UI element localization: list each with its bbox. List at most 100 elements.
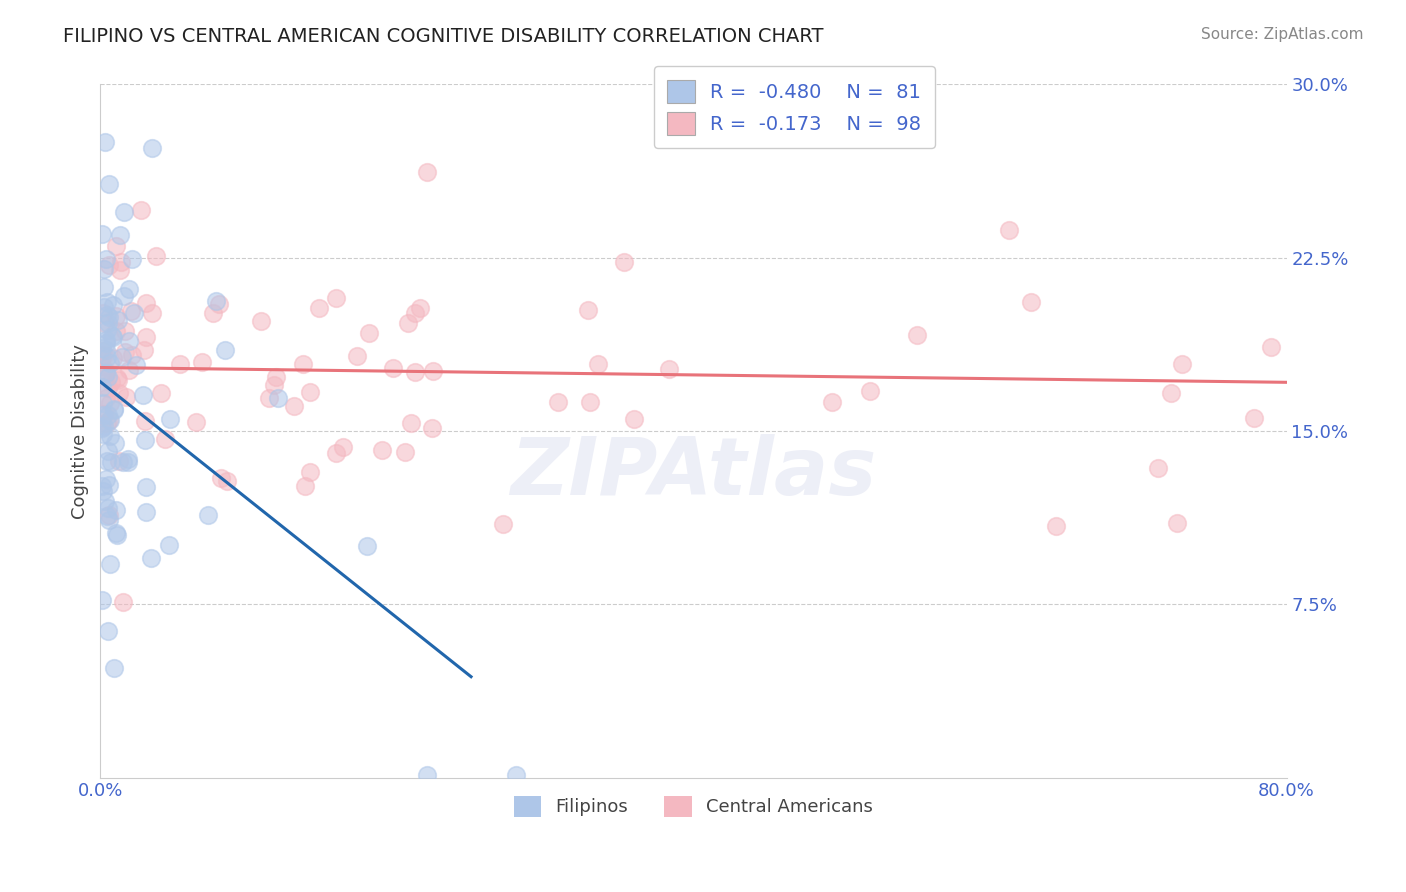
- Text: FILIPINO VS CENTRAL AMERICAN COGNITIVE DISABILITY CORRELATION CHART: FILIPINO VS CENTRAL AMERICAN COGNITIVE D…: [63, 27, 824, 45]
- Point: [114, 390, 136, 404]
- Point: [1260, 341, 1282, 355]
- Point: [91, 396, 114, 410]
- Point: [121, 252, 143, 266]
- Point: [299, 465, 322, 479]
- Y-axis label: Cognitive Disability: Cognitive Disability: [72, 343, 89, 518]
- Point: [382, 360, 405, 375]
- Point: [90, 380, 112, 394]
- Point: [325, 291, 347, 305]
- Point: [357, 326, 380, 340]
- Point: [299, 384, 322, 399]
- Point: [98, 557, 121, 571]
- Point: [111, 595, 134, 609]
- Point: [97, 624, 120, 638]
- Point: [97, 370, 120, 384]
- Point: [141, 141, 163, 155]
- Point: [588, 357, 610, 371]
- Point: [141, 306, 163, 320]
- Point: [118, 282, 141, 296]
- Point: [145, 249, 167, 263]
- Point: [401, 416, 423, 430]
- Point: [91, 484, 114, 499]
- Point: [94, 472, 117, 486]
- Point: [104, 436, 127, 450]
- Point: [96, 324, 118, 338]
- Point: [94, 316, 117, 330]
- Point: [613, 254, 636, 268]
- Point: [114, 344, 136, 359]
- Point: [100, 455, 122, 469]
- Point: [91, 421, 114, 435]
- Point: [93, 426, 115, 441]
- Point: [149, 385, 172, 400]
- Point: [93, 418, 115, 433]
- Point: [135, 296, 157, 310]
- Point: [346, 349, 368, 363]
- Point: [122, 306, 145, 320]
- Point: [93, 348, 115, 362]
- Point: [159, 411, 181, 425]
- Point: [90, 344, 112, 359]
- Point: [1019, 294, 1042, 309]
- Point: [97, 412, 120, 426]
- Point: [132, 343, 155, 357]
- Point: [110, 254, 132, 268]
- Point: [103, 298, 125, 312]
- Point: [153, 432, 176, 446]
- Point: [101, 330, 124, 344]
- Point: [93, 300, 115, 314]
- Point: [98, 396, 121, 410]
- Point: [658, 361, 681, 376]
- Point: [547, 395, 569, 409]
- Point: [112, 455, 135, 469]
- Point: [96, 416, 118, 430]
- Point: [121, 348, 143, 362]
- Point: [505, 768, 527, 782]
- Point: [105, 310, 128, 324]
- Point: [105, 525, 128, 540]
- Point: [132, 388, 155, 402]
- Point: [190, 355, 212, 369]
- Point: [135, 505, 157, 519]
- Point: [1045, 519, 1067, 533]
- Point: [107, 313, 129, 327]
- Point: [422, 364, 444, 378]
- Point: [294, 479, 316, 493]
- Point: [263, 378, 285, 392]
- Point: [998, 222, 1021, 236]
- Point: [409, 301, 432, 316]
- Point: [118, 334, 141, 349]
- Point: [105, 239, 128, 253]
- Point: [905, 328, 928, 343]
- Point: [91, 409, 114, 423]
- Point: [201, 306, 224, 320]
- Point: [404, 365, 426, 379]
- Point: [103, 661, 125, 675]
- Point: [96, 391, 118, 405]
- Point: [1243, 410, 1265, 425]
- Point: [135, 480, 157, 494]
- Point: [94, 252, 117, 266]
- Point: [184, 415, 207, 429]
- Point: [97, 408, 120, 422]
- Point: [103, 401, 125, 416]
- Point: [623, 412, 645, 426]
- Point: [139, 551, 162, 566]
- Point: [394, 444, 416, 458]
- Point: [108, 263, 131, 277]
- Point: [112, 289, 135, 303]
- Point: [96, 508, 118, 523]
- Point: [105, 324, 128, 338]
- Point: [404, 306, 426, 320]
- Point: [107, 373, 129, 387]
- Point: [264, 369, 287, 384]
- Point: [801, 89, 824, 103]
- Point: [267, 391, 290, 405]
- Point: [169, 357, 191, 371]
- Point: [90, 227, 112, 241]
- Point: [125, 358, 148, 372]
- Point: [98, 355, 121, 369]
- Point: [94, 366, 117, 380]
- Point: [90, 417, 112, 431]
- Point: [197, 508, 219, 522]
